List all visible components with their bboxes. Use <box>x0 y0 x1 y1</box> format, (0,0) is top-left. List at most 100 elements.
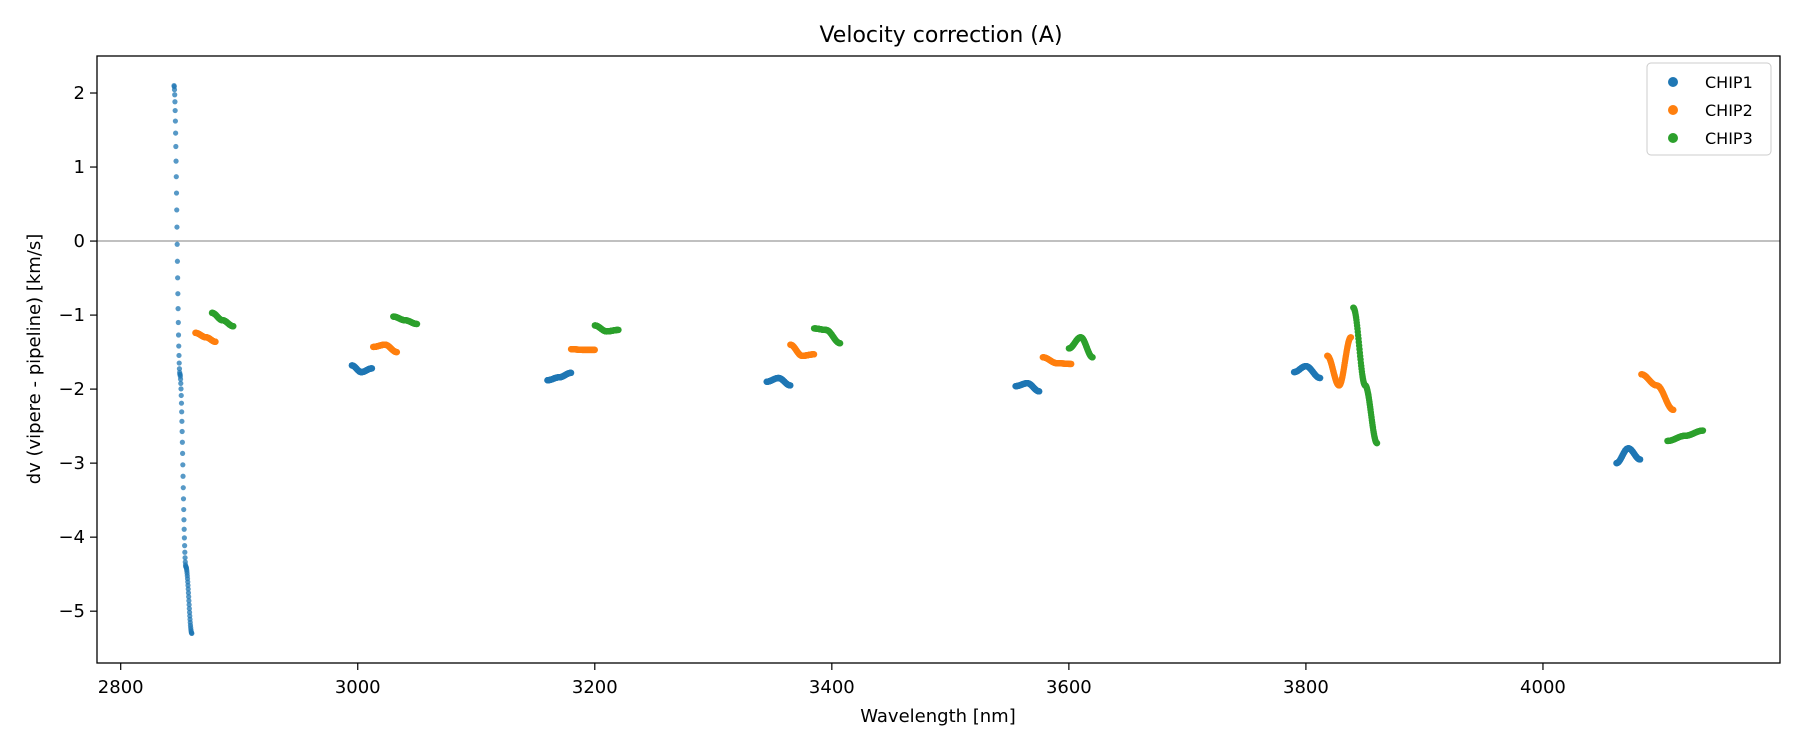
data-point <box>1699 427 1707 434</box>
data-point <box>174 224 180 230</box>
data-point <box>178 400 185 406</box>
y-axis-label: dv (vipere - pipeline) [km/s] <box>24 234 45 485</box>
x-tick-label: 3000 <box>335 677 381 698</box>
data-point <box>173 158 179 164</box>
x-tick-label: 3400 <box>809 677 855 698</box>
data-point <box>177 376 184 382</box>
data-point <box>178 380 184 386</box>
data-point <box>180 462 186 468</box>
data-point <box>176 360 182 366</box>
series-chip2 <box>192 329 1677 414</box>
data-point <box>189 630 195 636</box>
legend-marker-chip2 <box>1668 105 1678 115</box>
x-tick-label: 4000 <box>1520 677 1566 698</box>
data-point <box>175 319 181 326</box>
data-point <box>179 409 185 415</box>
data-point <box>175 291 181 297</box>
data-point <box>185 586 191 592</box>
data-point <box>1316 374 1324 382</box>
chart-title: Velocity correction (A) <box>819 23 1062 48</box>
x-tick-label: 3800 <box>1283 677 1329 698</box>
data-point <box>1068 360 1075 368</box>
data-point <box>186 602 192 608</box>
data-point <box>173 143 179 150</box>
data-point <box>181 526 187 532</box>
data-point <box>173 130 179 136</box>
y-tick-label: −2 <box>58 379 85 400</box>
data-point <box>1347 334 1355 341</box>
data-point <box>1636 456 1644 463</box>
data-point <box>178 392 184 399</box>
data-point <box>393 348 401 356</box>
y-tick-label: −5 <box>58 601 85 622</box>
data-point <box>1373 439 1381 447</box>
data-point <box>171 87 178 93</box>
x-axis-label: Wavelength [nm] <box>860 706 1016 727</box>
data-point <box>174 207 180 213</box>
data-point <box>615 326 622 334</box>
series-chip1 <box>171 83 1644 636</box>
data-point <box>172 99 178 105</box>
data-point <box>180 496 187 502</box>
data-point <box>836 340 844 347</box>
data-point <box>567 369 575 377</box>
y-tick-label: −3 <box>58 453 85 474</box>
data-point <box>186 598 192 604</box>
data-point <box>179 418 185 424</box>
legend-label-chip2: CHIP2 <box>1705 101 1753 120</box>
data-point <box>174 258 181 264</box>
data-point <box>368 365 376 372</box>
data-point <box>174 241 180 247</box>
data-point <box>179 428 185 435</box>
data-point <box>172 118 178 124</box>
data-point <box>182 549 188 555</box>
data-point <box>173 190 180 196</box>
x-tick-label: 2800 <box>98 677 144 698</box>
legend-marker-chip1 <box>1668 77 1678 87</box>
legend-marker-chip3 <box>1668 133 1678 143</box>
data-point <box>181 506 187 513</box>
y-tick-label: −1 <box>58 305 85 326</box>
data-point <box>591 346 598 354</box>
data-point <box>810 351 818 358</box>
y-axis: 2 1 0 −1 −2 −3 −4 −5 <box>58 83 97 622</box>
data-point <box>413 320 421 328</box>
data-point <box>176 343 182 349</box>
data-point <box>180 485 186 491</box>
data-points <box>171 83 1707 636</box>
data-point <box>173 174 179 180</box>
legend-box <box>1646 62 1772 156</box>
y-tick-label: 0 <box>74 231 85 252</box>
data-point <box>176 366 183 372</box>
data-point <box>176 352 182 359</box>
series-chip3 <box>208 304 1707 447</box>
data-point <box>175 332 182 338</box>
data-point <box>230 322 237 330</box>
data-point <box>182 555 188 561</box>
legend: CHIP1 CHIP2 CHIP3 <box>1646 62 1772 156</box>
y-tick-label: −4 <box>58 527 85 548</box>
legend-label-chip3: CHIP3 <box>1705 129 1753 148</box>
y-tick-label: 2 <box>74 83 85 104</box>
data-point <box>185 590 192 596</box>
x-axis: 2800 3000 3200 3400 3600 3800 4000 <box>98 663 1566 698</box>
data-point <box>175 275 181 281</box>
data-point <box>179 450 186 457</box>
data-point <box>186 605 192 612</box>
x-tick-label: 3600 <box>1046 677 1092 698</box>
data-point <box>787 382 794 389</box>
data-point <box>1036 388 1043 395</box>
data-point <box>1089 354 1096 361</box>
data-point <box>181 535 187 541</box>
x-tick-label: 3200 <box>572 677 618 698</box>
data-point <box>186 594 192 600</box>
data-point <box>1670 406 1677 414</box>
data-point <box>175 306 181 312</box>
data-point <box>212 338 219 345</box>
data-point <box>180 473 186 479</box>
data-point <box>172 92 178 98</box>
data-point <box>181 517 187 523</box>
legend-label-chip1: CHIP1 <box>1705 73 1753 92</box>
y-tick-label: 1 <box>74 157 85 178</box>
